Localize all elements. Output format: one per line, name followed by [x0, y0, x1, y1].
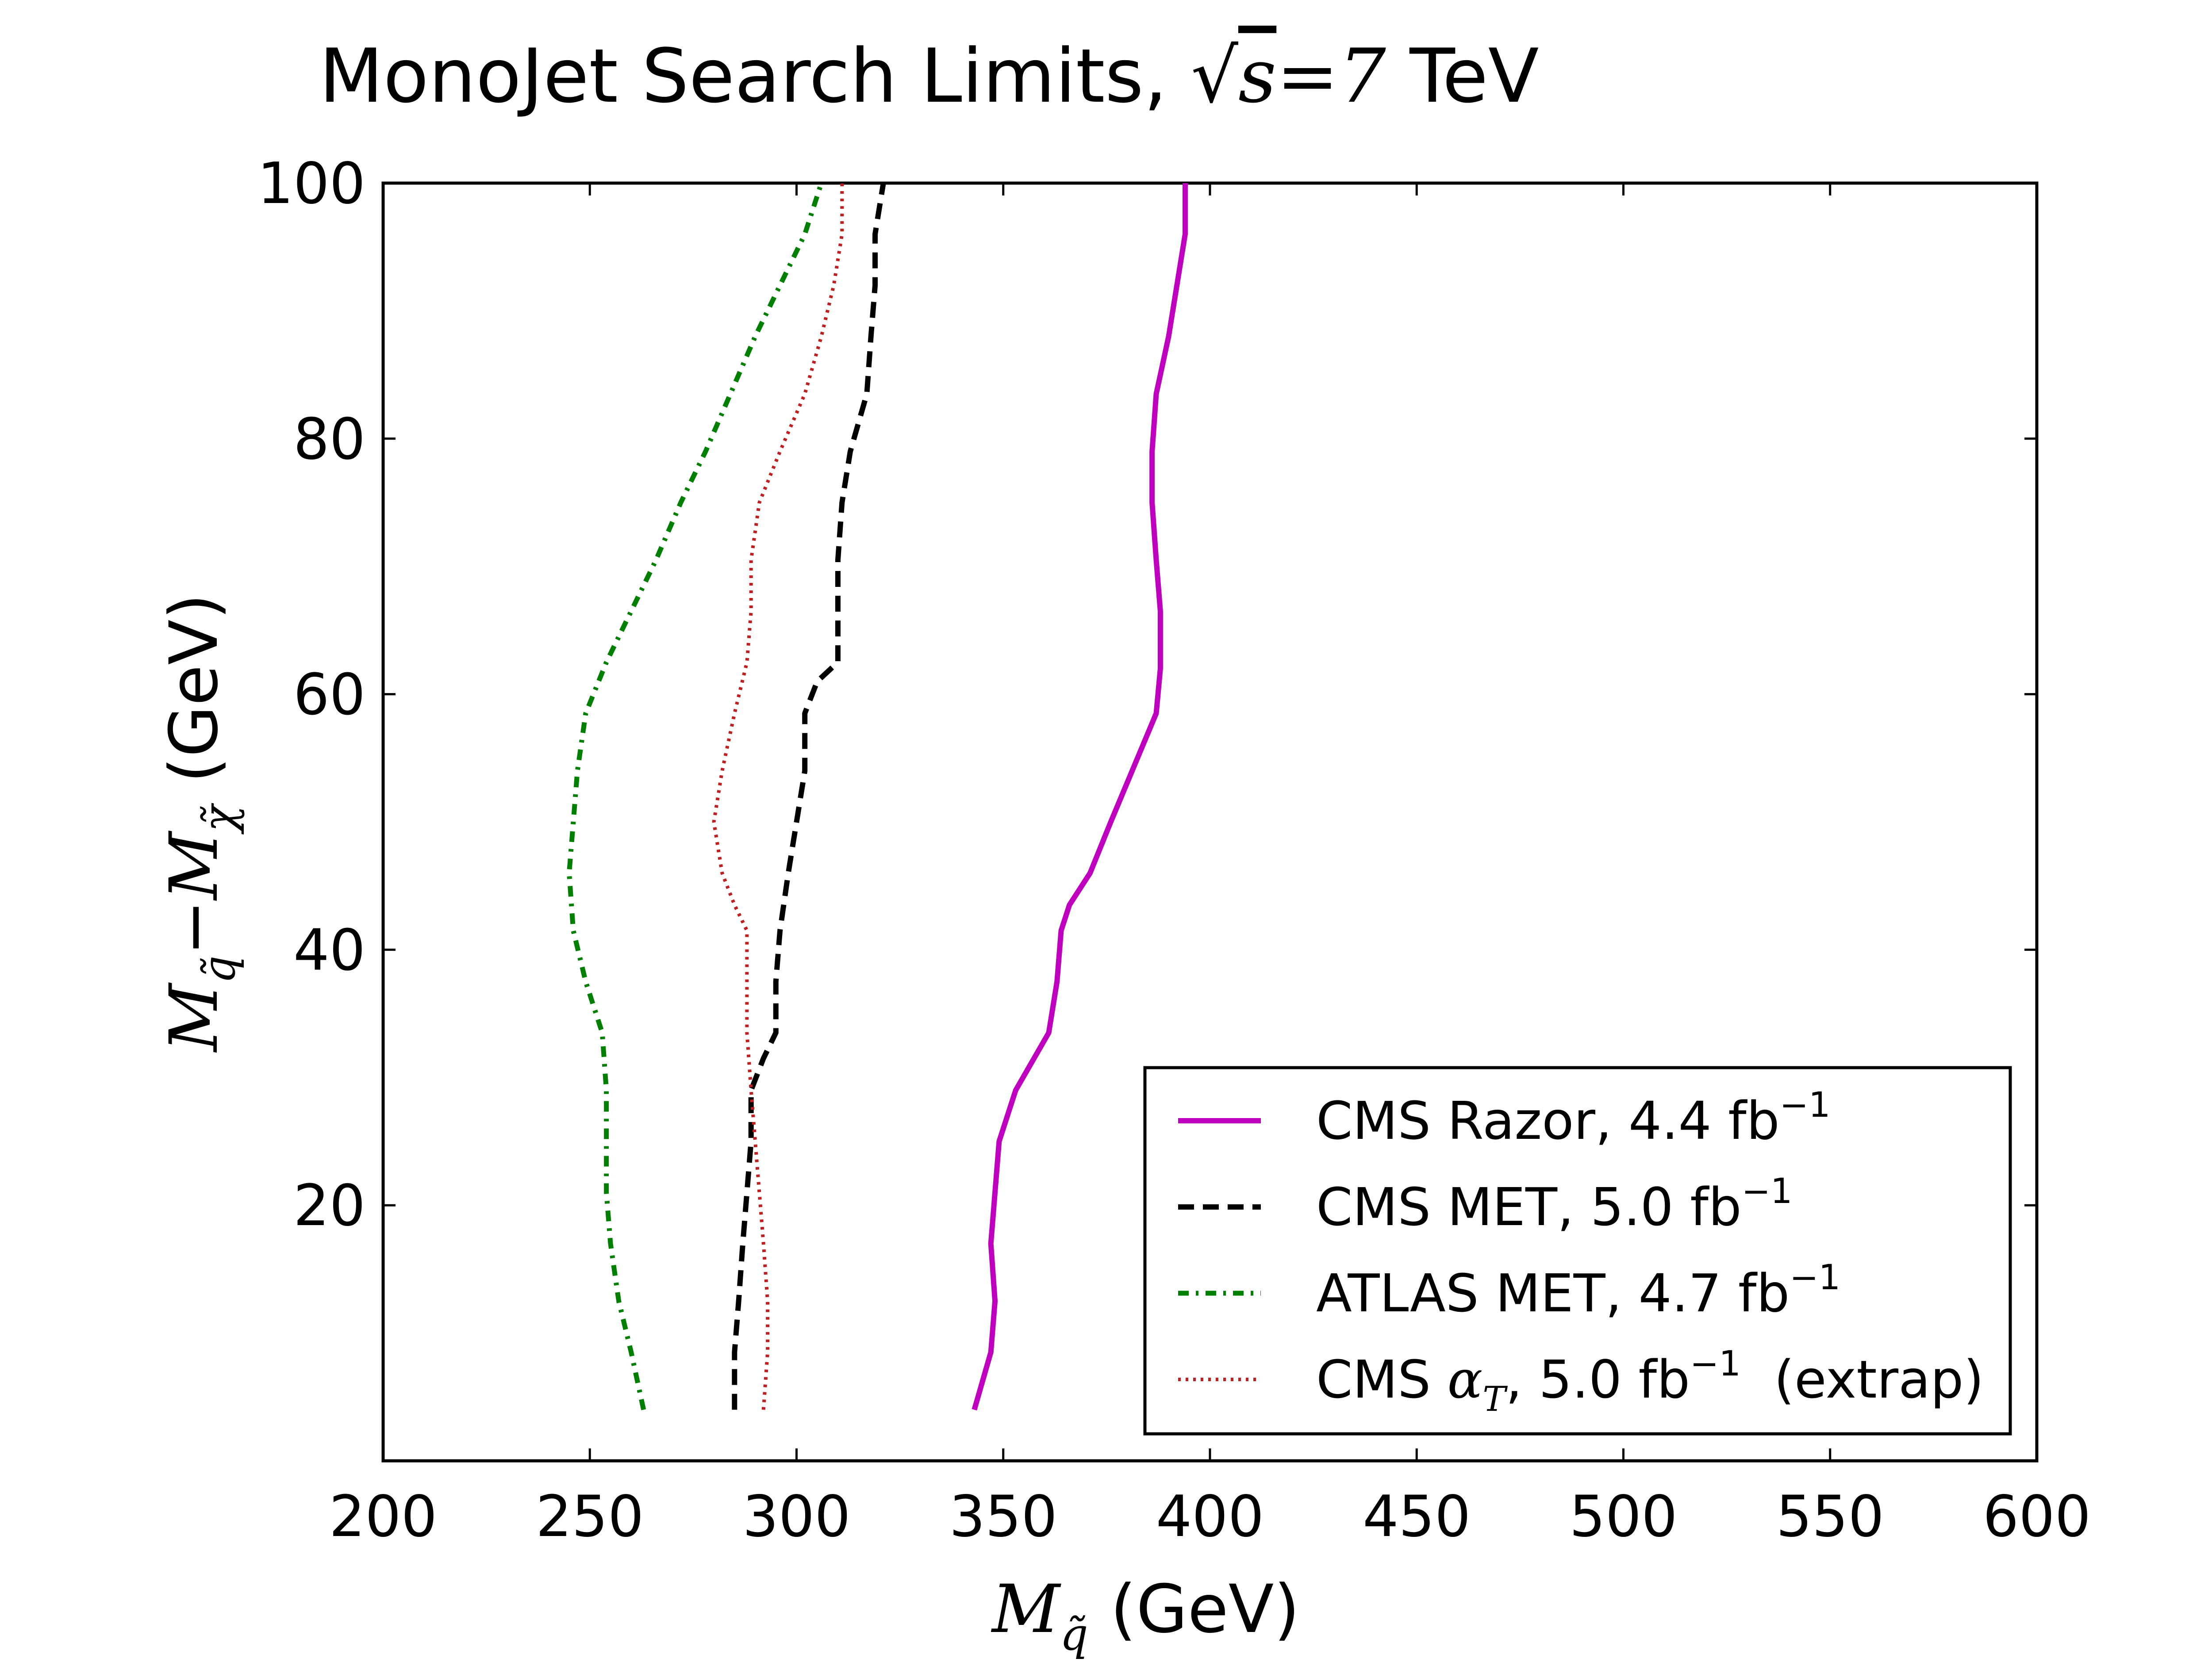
legend-label-cms-alphat-after: , 5.0 fb — [1505, 1349, 1690, 1410]
chart-title-sqrt-symbol: √ — [1191, 33, 1239, 119]
series-line-cms-met — [732, 183, 886, 1410]
y-axis-label-symbol2: M — [156, 831, 233, 901]
x-axis-label-unit: (GeV) — [1110, 1571, 1300, 1648]
legend-box — [1143, 1066, 2012, 1436]
y-axis-ticks: 20 40 60 80 100 — [257, 151, 2037, 1239]
y-axis-label-unit: (GeV) — [156, 594, 233, 783]
legend-label-cms-alphat-extra: (extrap) — [1741, 1349, 1984, 1410]
legend-label-cms-met-text: CMS MET, 5.0 fb — [1316, 1176, 1742, 1237]
y-tick-label: 40 — [293, 917, 365, 983]
x-tick-label: 600 — [1983, 1484, 2091, 1550]
x-tick-label: 200 — [329, 1484, 437, 1550]
chart-title-sqrt-arg: s — [1238, 33, 1276, 119]
legend-label-cms-razor-sup: −1 — [1780, 1085, 1831, 1125]
x-axis-label: Mq̃ (GeV) — [991, 1571, 1300, 1660]
x-tick-label: 400 — [1156, 1484, 1264, 1550]
chart-title-prefix: MonoJet Search Limits, — [319, 33, 1191, 119]
x-tick-label: 250 — [536, 1484, 644, 1550]
legend-label-cms-met: CMS MET, 5.0 fb−1 — [1316, 1172, 1793, 1237]
series-line-cms-alphat — [712, 183, 844, 1410]
y-axis-label-subscript1: q̃ — [193, 955, 245, 984]
legend-label-cms-alphat-text: CMS — [1316, 1349, 1448, 1410]
y-tick-label: 100 — [257, 151, 365, 217]
x-tick-label: 350 — [949, 1484, 1057, 1550]
legend: CMS Razor, 4.4 fb−1 CMS MET, 5.0 fb−1 AT… — [1143, 1066, 2012, 1436]
series-line-atlas-met — [567, 182, 824, 1410]
y-tick-label: 80 — [293, 406, 365, 472]
legend-label-atlas-met: ATLAS MET, 4.7 fb−1 — [1316, 1258, 1840, 1324]
legend-label-cms-alphat: CMS αT, 5.0 fb−1 (extrap) — [1316, 1344, 1984, 1419]
y-tick-label: 60 — [293, 662, 365, 728]
y-axis-label-minus: − — [156, 900, 233, 956]
chart-title: MonoJet Search Limits, √s=7 TeV — [319, 33, 1539, 119]
x-axis-ticks: 200 250 300 350 400 450 500 550 600 — [329, 183, 2091, 1550]
legend-label-atlas-met-text: ATLAS MET, 4.7 fb — [1316, 1263, 1790, 1324]
x-tick-label: 450 — [1363, 1484, 1471, 1550]
y-tick-label: 20 — [293, 1173, 365, 1239]
y-axis-label-symbol1: M — [156, 982, 233, 1053]
x-axis-label-subscript: q̃ — [1060, 1609, 1088, 1660]
legend-label-cms-alphat-alpha: α — [1448, 1349, 1483, 1410]
y-axis-label: Mq̃−Mχ̃(GeV) — [156, 594, 245, 1053]
chart-title-value: 7 — [1339, 33, 1386, 119]
x-tick-label: 550 — [1776, 1484, 1884, 1550]
legend-label-cms-met-sup: −1 — [1742, 1172, 1793, 1211]
series-line-cms-razor — [972, 183, 1188, 1411]
chart-title-equals: = — [1276, 33, 1339, 119]
legend-label-cms-razor: CMS Razor, 4.4 fb−1 — [1316, 1085, 1831, 1151]
legend-label-cms-razor-text: CMS Razor, 4.4 fb — [1316, 1090, 1780, 1151]
x-axis-label-symbol: M — [991, 1571, 1061, 1648]
legend-label-cms-alphat-sup: −1 — [1690, 1344, 1741, 1384]
legend-label-atlas-met-sup: −1 — [1790, 1258, 1840, 1298]
chart-title-unit: TeV — [1386, 33, 1539, 119]
legend-label-cms-alphat-alpha-sub: T — [1482, 1379, 1508, 1419]
x-tick-label: 500 — [1569, 1484, 1677, 1550]
x-tick-label: 300 — [742, 1484, 850, 1550]
series-layer — [567, 182, 1188, 1411]
y-axis-label-subscript2: χ̃ — [193, 803, 245, 835]
